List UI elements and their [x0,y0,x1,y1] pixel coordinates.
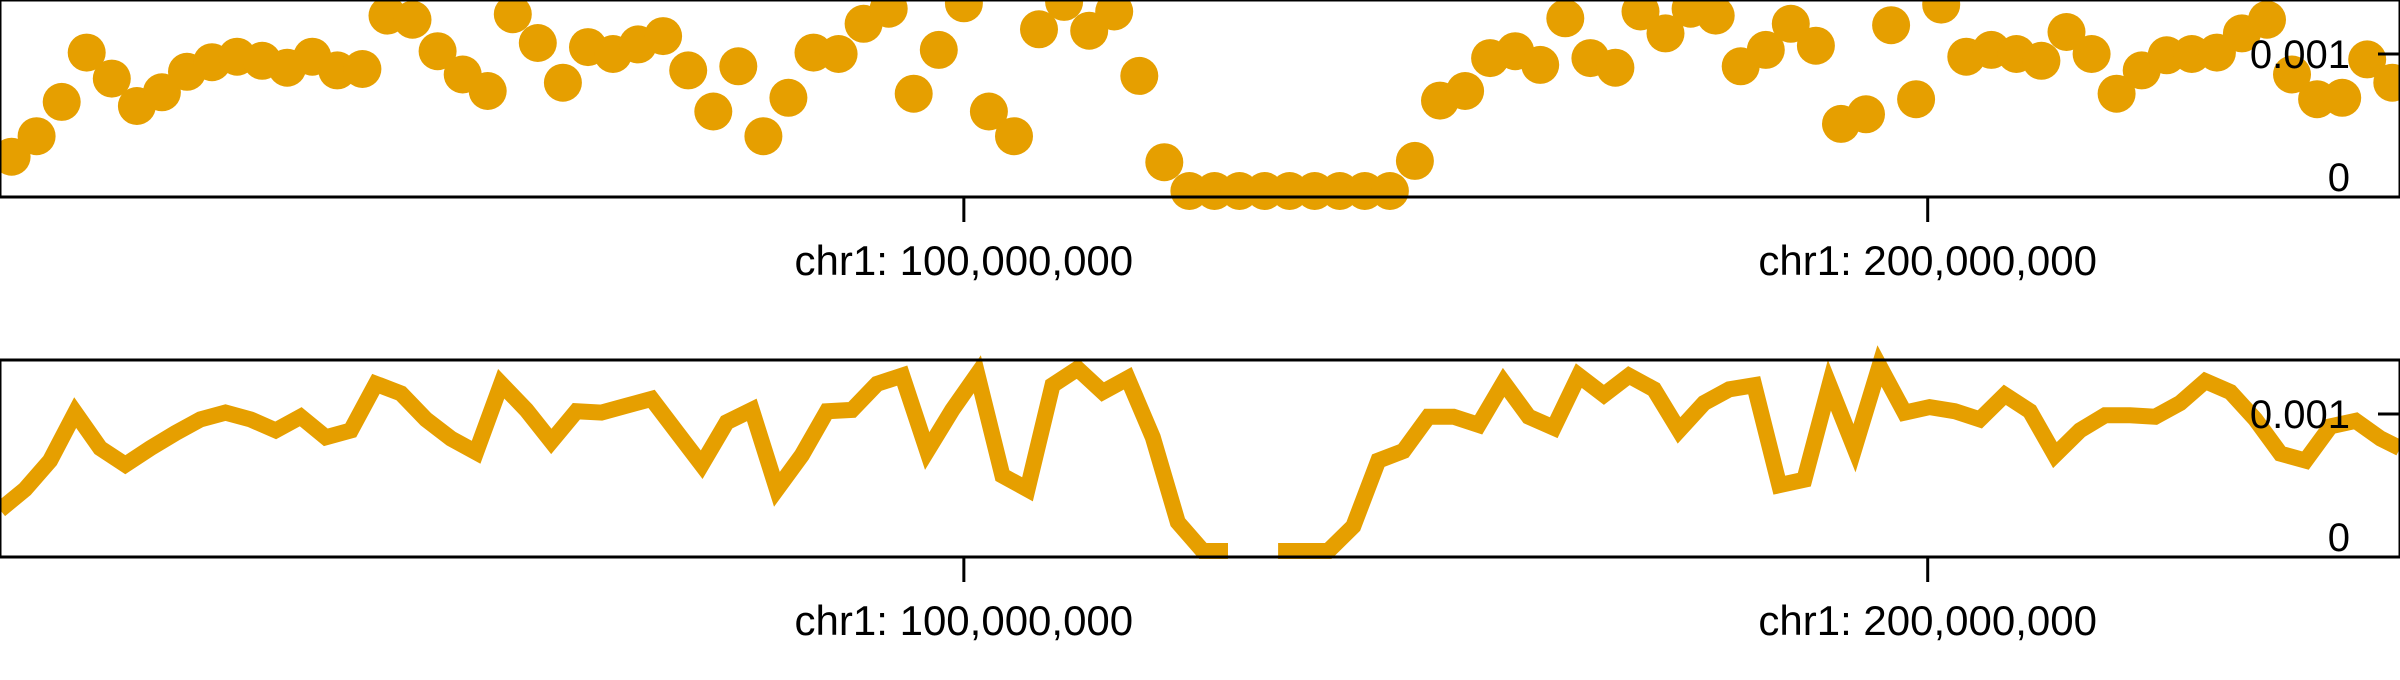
data-point [343,50,382,88]
data-point [1646,14,1685,53]
data-point [2022,41,2061,80]
data-point [42,82,81,121]
data-point [944,0,983,23]
x-tick-label: chr1: 200,000,000 [1758,237,2097,284]
data-point [819,35,858,73]
data-point [1771,4,1810,43]
data-point [2273,55,2311,94]
data-point [1847,95,1885,134]
data-point [894,74,933,113]
data-point [493,0,532,34]
data-point [1596,48,1635,87]
data-point [644,17,683,56]
data-point [142,73,181,112]
y-tick-label: 0 [2328,156,2350,200]
data-point [1145,143,1184,182]
y-tick-label: 0 [2328,516,2350,560]
y-tick-label: 0.001 [2250,393,2350,437]
series-line [0,355,1228,559]
data-point [1546,0,1585,38]
data-point [744,117,783,156]
data-point [2072,35,2111,73]
data-point [2097,74,2136,113]
data-point [92,59,131,98]
data-point [869,0,908,28]
line-series [0,345,2400,559]
data-point [2047,13,2086,51]
data-point [719,47,758,86]
data-point [67,33,106,72]
data-point [1120,56,1159,95]
scatter-panel: 0 0.001 chr1: 100,000,000 chr1: 200,000,00… [0,0,2400,284]
data-point [919,30,958,69]
plot-frame [0,0,2400,199]
data-point [1395,141,1434,180]
line-panel: 0 0.001 chr1: 100,000,000 chr1: 200,000,00… [0,345,2400,644]
x-axis: chr1: 100,000,000 chr1: 200,000,000 [795,557,2097,644]
data-point [1045,0,1084,21]
data-point [2348,40,2387,79]
y-tick-label: 0.001 [2250,33,2350,77]
data-point [1696,0,1735,35]
plot-frame [0,358,2400,559]
data-point [1095,0,1134,31]
data-point [17,117,56,156]
data-point [2373,63,2400,102]
data-point [2323,78,2362,117]
y-axis: 0 0.001 [2250,33,2400,200]
data-point [1370,172,1409,210]
data-point [1922,0,1961,24]
x-axis: chr1: 100,000,000 chr1: 200,000,000 [795,197,2097,284]
data-point [1446,72,1485,110]
x-tick-label: chr1: 100,000,000 [795,237,1134,284]
data-point [694,92,733,131]
series-line [1278,345,2400,559]
data-point [393,0,432,39]
scatter-points [0,0,2400,210]
data-point [995,117,1033,156]
data-point [669,51,708,90]
data-point [1796,26,1835,65]
data-point [2248,0,2286,39]
x-tick-label: chr1: 100,000,000 [795,597,1134,644]
data-point [1897,80,1936,119]
data-point [769,78,808,117]
data-point [969,92,1008,131]
y-axis: 0 0.001 [2250,393,2400,560]
data-point [418,32,457,71]
data-point [1872,6,1911,45]
data-point [1746,30,1785,69]
x-tick-label: chr1: 200,000,000 [1758,597,2097,644]
data-point [468,72,507,110]
data-point [518,24,557,62]
data-point [1020,10,1058,49]
data-point [1521,45,1560,84]
data-point [543,63,582,102]
